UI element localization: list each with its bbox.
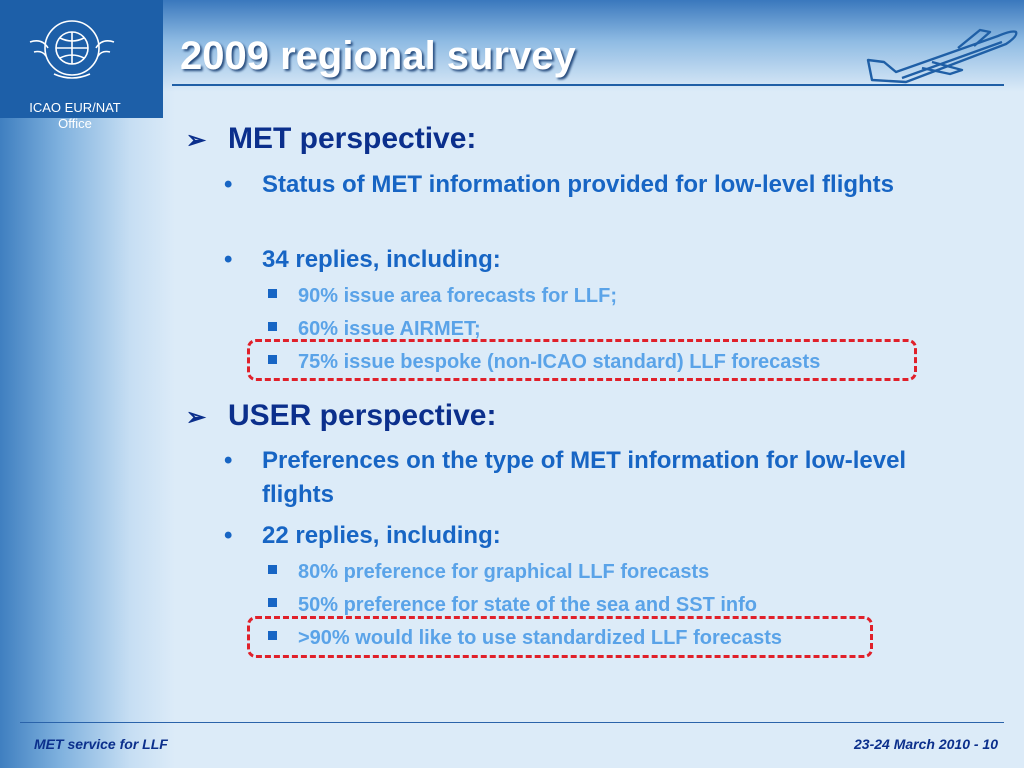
bullet-text: 22 replies, including: [262,522,501,549]
bullet-text: 34 replies, including: [262,246,501,273]
arrow-bullet-icon: ➢ [186,404,207,431]
bullet-text: Preferences on the type of MET informati… [262,447,907,508]
footer-divider [20,722,1004,723]
footer-date-page: 23-24 March 2010 - 10 [854,736,998,752]
subbullet-item: 50% preference for state of the sea and … [268,594,757,617]
square-bullet-icon [268,322,277,331]
bullet-dot-icon: • [224,246,233,273]
section-heading-met-text: MET perspective: [228,122,477,155]
office-caption-line1: ICAO EUR/NAT [29,100,121,115]
subbullet-text: 90% issue area forecasts for LLF; [298,285,618,307]
square-bullet-icon [268,355,277,364]
header-band [0,0,1024,92]
section-heading-met: ➢ MET perspective: [186,122,476,156]
square-bullet-icon [268,598,277,607]
subbullet-text: 60% issue AIRMET; [298,318,481,340]
section-heading-user-text: USER perspective: [228,399,497,432]
section-heading-user: ➢ USER perspective: [186,399,496,433]
subbullet-text: 50% preference for state of the sea and … [298,594,758,616]
highlight-box-met [247,339,917,381]
title-divider [172,84,1004,86]
airplane-icon [866,28,1018,84]
subbullet-item: 60% issue AIRMET; [268,318,481,341]
office-caption-line2: Office [58,116,92,131]
bullet-dot-icon: • [224,171,233,198]
square-bullet-icon [268,289,277,298]
subbullet-text: 80% preference for graphical LLF forecas… [298,561,710,583]
bullet-dot-icon: • [224,447,233,474]
square-bullet-icon [268,565,277,574]
subbullet-item: 80% preference for graphical LLF forecas… [268,561,709,584]
bullet-text: Status of MET information provided for l… [262,171,895,198]
bullet-item: • Status of MET information provided for… [224,168,964,202]
subbullet-text: 75% issue bespoke (non-ICAO standard) LL… [298,351,821,373]
bullet-item: • Preferences on the type of MET informa… [224,444,964,512]
square-bullet-icon [268,631,277,640]
footer-topic: MET service for LLF [34,736,168,752]
bullet-item: • 34 replies, including: [224,243,964,277]
bullet-dot-icon: • [224,522,233,549]
subbullet-item: >90% would like to use standardized LLF … [268,627,782,650]
subbullet-text: >90% would like to use standardized LLF … [298,627,783,649]
highlight-box-user [247,616,873,658]
icao-logo-icon [29,20,115,79]
office-caption: ICAO EUR/NAT Office [20,100,130,132]
subbullet-item: 90% issue area forecasts for LLF; [268,285,617,308]
bullet-item: • 22 replies, including: [224,519,964,553]
arrow-bullet-icon: ➢ [186,127,207,154]
icao-logo-panel: ICAO EUR/NAT Office [0,0,163,131]
subbullet-item: 75% issue bespoke (non-ICAO standard) LL… [268,351,820,374]
slide-title: 2009 regional survey [180,34,576,78]
